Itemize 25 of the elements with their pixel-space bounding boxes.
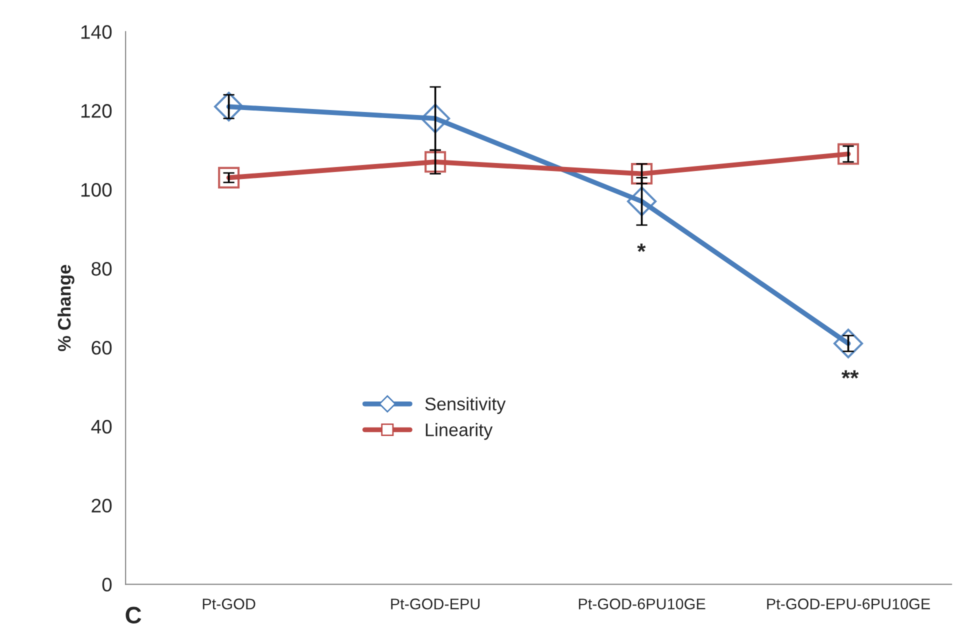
annotation: *: [637, 244, 646, 252]
y-tick-label: 80: [92, 262, 112, 276]
x-tick-label: Pt-GOD-EPU-6PU10GE: [767, 598, 930, 610]
point: [626, 186, 657, 216]
point: [838, 143, 860, 165]
y-tick-label: 0: [102, 578, 112, 592]
y-tick-label: 60: [92, 340, 112, 355]
legend-label: Linearity: [426, 422, 493, 440]
y-tick-label: 40: [91, 420, 112, 434]
point: [631, 162, 653, 185]
y-tick-label: 120: [81, 104, 112, 118]
x-tick-label: Pt-GOD-EPU: [391, 598, 480, 610]
y-tick-label: 140: [81, 25, 112, 39]
y-tick-label: 20: [92, 498, 112, 513]
legend-label: Sensitivity: [425, 397, 506, 414]
y-axis-title: % Change: [57, 264, 74, 352]
point: [833, 328, 864, 358]
x-tick-label: Pt-GOD: [202, 598, 256, 610]
point: [420, 104, 450, 134]
x-tick-label: Pt-GOD-6PU10GE: [578, 598, 706, 610]
text: C: [126, 606, 142, 624]
point: [214, 92, 244, 122]
y-tick-label: 100: [81, 183, 112, 197]
annotation: **: [841, 370, 859, 379]
point: [218, 166, 240, 188]
